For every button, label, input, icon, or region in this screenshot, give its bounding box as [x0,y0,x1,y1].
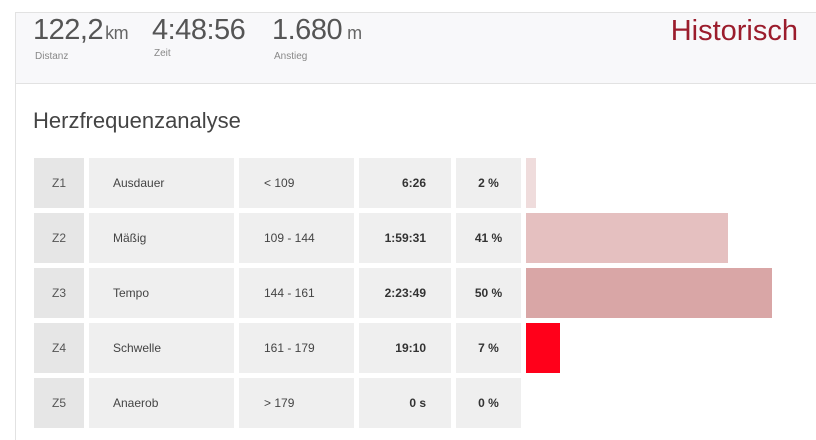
zone-bar [526,158,536,208]
zone-bar [526,323,560,373]
zone-row: Z1 Ausdauer < 109 6:26 2 % [0,158,816,208]
time-label: Zeit [154,48,171,59]
zone-percent: 2 % [456,158,521,208]
time-value: 4:48:56 [152,14,246,46]
zone-bar [526,268,772,318]
zone-row: Z5 Anaerob > 179 0 s 0 % [0,378,816,428]
zone-percent: 0 % [456,378,521,428]
distance-value: 122,2 [33,14,104,46]
zone-range: > 179 [239,378,354,428]
distance-unit: km [105,23,129,43]
zone-range: 109 - 144 [239,213,354,263]
zone-time: 6:26 [359,158,451,208]
zone-range: 161 - 179 [239,323,354,373]
zone-time: 2:23:49 [359,268,451,318]
summary-header [15,12,816,84]
climb-value: 1.680 [272,14,343,46]
zone-name: Ausdauer [89,158,234,208]
historical-badge: Historisch [670,15,798,47]
zone-id: Z3 [34,268,84,318]
time-stat: 4:48:56 Zeit [152,13,246,59]
zone-range: < 109 [239,158,354,208]
zone-percent: 41 % [456,213,521,263]
section-title: Herzfrequenzanalyse [33,108,241,133]
zone-id: Z1 [34,158,84,208]
zone-name: Tempo [89,268,234,318]
zone-bar [526,213,728,263]
zone-row: Z3 Tempo 144 - 161 2:23:49 50 % [0,268,816,318]
zone-row: Z4 Schwelle 161 - 179 19:10 7 % [0,323,816,373]
zone-time: 1:59:31 [359,213,451,263]
zone-range: 144 - 161 [239,268,354,318]
zone-percent: 7 % [456,323,521,373]
zone-id: Z5 [34,378,84,428]
zone-percent: 50 % [456,268,521,318]
zone-row: Z2 Mäßig 109 - 144 1:59:31 41 % [0,213,816,263]
climb-unit: m [347,23,362,43]
zone-time: 0 s [359,378,451,428]
zone-time: 19:10 [359,323,451,373]
zone-name: Mäßig [89,213,234,263]
climb-label: Anstieg [274,51,308,62]
zone-name: Schwelle [89,323,234,373]
zone-name: Anaerob [89,378,234,428]
climb-stat: 1.680 m Anstieg [272,13,362,62]
zone-id: Z4 [34,323,84,373]
zone-id: Z2 [34,213,84,263]
distance-label: Distanz [35,51,69,62]
distance-stat: 122,2 km Distanz [33,13,129,62]
